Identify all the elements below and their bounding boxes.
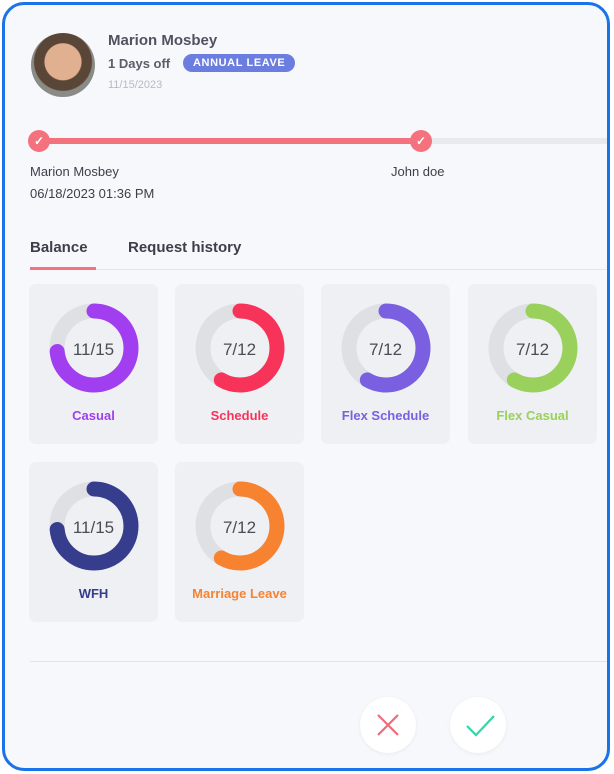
- donut-chart: [195, 481, 285, 571]
- x-icon: [377, 714, 399, 736]
- balance-card: 11/15 Casual: [29, 284, 158, 444]
- donut-arc: [341, 303, 431, 393]
- balance-card: 7/12 Marriage Leave: [175, 462, 304, 622]
- reject-button[interactable]: [360, 697, 416, 753]
- balance-value: 7/12: [222, 518, 257, 537]
- leave-type-badge: ANNUAL LEAVE: [183, 54, 296, 72]
- approval-progress: [39, 138, 421, 144]
- donut-arc: [195, 481, 285, 571]
- balance-value: 7/12: [368, 340, 403, 359]
- donut-arc: [488, 303, 578, 393]
- balance-label: Flex Schedule: [341, 408, 430, 423]
- donut-chart: [49, 303, 139, 393]
- balance-label: Casual: [72, 408, 115, 423]
- step-check-icon: ✓: [28, 130, 50, 152]
- balance-label: Marriage Leave: [192, 586, 287, 601]
- donut-arc: [49, 481, 139, 571]
- donut-chart: [49, 481, 139, 571]
- active-tab-indicator: [30, 267, 96, 270]
- donut-chart: [195, 303, 285, 393]
- donut-arc: [195, 303, 285, 393]
- days-off: 1 Days off: [108, 56, 171, 71]
- step-name: John doe: [391, 164, 445, 179]
- balance-label: Flex Casual: [496, 408, 569, 423]
- balance-label: Schedule: [210, 408, 269, 423]
- balance-label: WFH: [78, 586, 109, 601]
- request-date: 11/15/2023: [108, 79, 163, 91]
- balance-value: 11/15: [72, 518, 115, 537]
- donut-chart: [488, 303, 578, 393]
- balance-value: 11/15: [72, 340, 115, 359]
- balance-value: 7/12: [515, 340, 550, 359]
- divider: [30, 661, 607, 662]
- balance-card: 7/12 Flex Casual: [468, 284, 597, 444]
- tab-divider: [30, 269, 607, 270]
- balance-card: 11/15 WFH: [29, 462, 158, 622]
- check-icon: [466, 715, 495, 737]
- balance-value: 7/12: [222, 340, 257, 359]
- employee-name: Marion Mosbey: [108, 32, 218, 49]
- approve-button[interactable]: [450, 697, 506, 753]
- tab-request-history[interactable]: Request history: [128, 239, 242, 256]
- step-check-icon: ✓: [410, 130, 432, 152]
- tab-balance[interactable]: Balance: [30, 239, 88, 256]
- step-timestamp: 06/18/2023 01:36 PM: [30, 186, 155, 201]
- avatar: [31, 33, 95, 97]
- donut-chart: [341, 303, 431, 393]
- donut-arc: [49, 303, 139, 393]
- step-name: Marion Mosbey: [30, 164, 119, 179]
- balance-card: 7/12 Flex Schedule: [321, 284, 450, 444]
- balance-card: 7/12 Schedule: [175, 284, 304, 444]
